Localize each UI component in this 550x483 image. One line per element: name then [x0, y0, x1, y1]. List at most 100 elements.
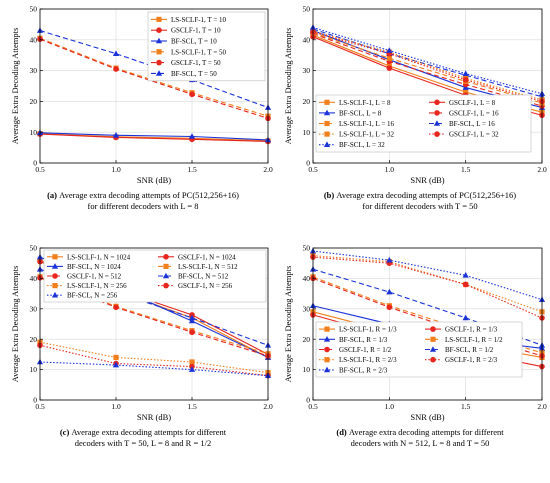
panel-c-data-point	[189, 359, 195, 365]
panel-c-caption-label: (c)	[60, 427, 72, 437]
panel-c-legend-marker	[52, 283, 58, 289]
panel-a-legend-item: GSCLF-1, T = 50	[151, 59, 221, 67]
panel-d-legend-label: LS-SCLF-1, R = 1/2	[445, 336, 503, 344]
panel-b-ytick-label: 40	[303, 35, 311, 44]
panel-b-plot-frame	[312, 8, 543, 164]
panel-c: 0 10 20 30 40 50 0.5 1.0 1.5 2.0 SNR (dB) Average E…	[10, 244, 273, 448]
panel-b-series-line	[312, 31, 543, 102]
panel-d-series-line	[312, 255, 543, 313]
panel-d-caption-line: (d) Average extra decoding attempts for …	[336, 427, 504, 437]
panel-b-legend-label: LS-SCLF-1, L = 32	[339, 131, 395, 139]
panel-b-data-point	[462, 70, 469, 76]
panel-c-xtick-label: 1.5	[187, 402, 197, 411]
panel-a-legend-label: GSCLF-1, T = 50	[171, 59, 221, 67]
panel-b-legend-marker	[324, 99, 330, 105]
panel-d-ylabel: Average Extra Decoding Attempts	[283, 266, 293, 383]
panel-b-legend-marker	[434, 131, 440, 137]
panel-a-ytick-label: 40	[30, 35, 38, 44]
panel-d-ytick-label: 40	[303, 274, 311, 283]
panel-c-legend-marker	[162, 272, 170, 279]
panel-b-ytick-label: 30	[303, 66, 311, 75]
panel-d-data-point	[386, 256, 393, 263]
panel-b-series-line	[312, 30, 543, 101]
panel-b-ytick-label: 10	[303, 128, 311, 137]
panel-b-xtick-label: 1.0	[385, 165, 395, 174]
panel-c-caption-text: Average extra decoding attempts for diff…	[71, 427, 226, 437]
panel-c-legend-item: GSCLF-1, N = 256	[158, 282, 233, 290]
panel-a-ytick-label: 0	[33, 159, 37, 168]
panel-a-caption-line: (a) Average extra decoding attempts of P…	[47, 190, 239, 200]
panel-b-legend-marker	[323, 141, 331, 147]
panel-c-legend-item: BF-SCL, N = 1024	[47, 263, 121, 271]
panel-a-xtick-label: 1.0	[111, 165, 121, 174]
panel-d-legend-item: LS-SCLF-1, R = 2/3	[319, 356, 397, 364]
panel-b: 0 10 20 30 40 50 0.5 1.0 1.5 2.0 SNR (dB) Average E…	[283, 5, 547, 211]
panel-b-legend-marker	[324, 120, 330, 127]
panel-c-legend-label: GSCLF-1, N = 1024	[178, 253, 236, 261]
panel-d-legend-item: BF-SCL, R = 2/3	[319, 366, 388, 374]
panel-d-legend-label: GSCLF-1, R = 1/3	[445, 326, 498, 334]
panel-d-legend-marker	[324, 346, 330, 353]
panel-a-series-line	[39, 38, 269, 119]
panel-d-legend-item: GSCLF-1, R = 1/3	[425, 326, 498, 334]
panel-c-data-point	[189, 329, 195, 336]
panel-d-legend-label: GSCLF-1, R = 2/3	[445, 356, 498, 364]
panel-c-data-point	[188, 317, 196, 324]
panel-d-legend-label: LS-SCLF-1, R = 2/3	[339, 356, 397, 364]
panel-d-data-point	[386, 288, 393, 295]
panel-c-plot-frame	[39, 247, 269, 401]
panel-d-data-point	[462, 272, 469, 278]
panel-d-legend-label: BF-SCL, R = 1/3	[339, 336, 388, 344]
panel-d-xtick-label: 1.5	[461, 402, 471, 411]
panel-d-plot-frame	[312, 247, 543, 401]
panel-b-legend-label: GSCLF-1, L = 32	[449, 131, 499, 139]
panel-b-xtick-label: 0.5	[308, 165, 318, 174]
panel-a: 0 10 20 30 40 50 0.5 1.0 1.5 2.0 SNR (dB) Average E…	[10, 5, 273, 211]
panel-b-legend-label: GSCLF-1, L = 8	[449, 99, 496, 107]
panel-a-xtick-label: 2.0	[263, 165, 273, 174]
panel-c-series-ls-sclf-1-n-256	[37, 339, 271, 376]
panel-d-legend-item: LS-SCLF-1, R = 1/3	[319, 326, 397, 334]
panel-c-legend-label: LS-SCLF-1, N = 256	[67, 282, 127, 290]
panel-d-xtick-label: 1.0	[385, 402, 395, 411]
panel-a-legend-marker	[155, 37, 163, 44]
panel-c-ytick-label: 0	[33, 396, 37, 405]
panel-c-caption: (c) Average extra decoding attempts for …	[60, 427, 227, 448]
panel-d-legend-marker	[324, 357, 330, 363]
panel-a-data-point	[188, 133, 196, 139]
panel-c-legend-marker	[52, 254, 58, 260]
panel-b-legend-item: LS-SCLF-1, L = 32	[319, 131, 395, 139]
panel-a-series-line	[39, 133, 269, 142]
panel-d-legend-marker	[430, 336, 436, 342]
panel-b-caption-line: for different decoders with T = 50	[362, 201, 477, 211]
panel-a-xlabel: SNR (dB)	[137, 175, 171, 185]
panel-a-caption-text: Average extra decoding attempts of PC(51…	[59, 190, 239, 200]
panel-c-data-point	[112, 361, 120, 368]
panel-a-data-point	[112, 131, 120, 138]
panel-a-plot-frame	[39, 8, 269, 164]
panel-d-legend-label: BF-SCL, R = 1/2	[445, 346, 494, 354]
panel-c-xlabel: SNR (dB)	[137, 412, 171, 422]
panel-c-data-point	[188, 314, 196, 321]
panel-b-ytick-label: 20	[303, 97, 311, 106]
panel-a-legend-marker	[156, 16, 162, 22]
panel-c-legend-item: LS-SCLF-1, N = 512	[158, 263, 238, 271]
panel-b-xtick-label: 2.0	[537, 165, 547, 174]
panel-d-legend-box	[315, 321, 523, 378]
panel-c-xtick-label: 1.0	[111, 402, 121, 411]
panel-a-legend-item: BF-SCL, T = 10	[151, 38, 217, 46]
panel-a-legend-marker	[156, 27, 162, 33]
panel-b-legend-label: BF-SCL, L = 32	[339, 141, 385, 149]
panel-c-xtick-label: 0.5	[35, 402, 45, 411]
panel-a-legend-label: BF-SCL, T = 10	[171, 38, 217, 46]
panel-c-legend-item: LS-SCLF-1, N = 256	[47, 282, 127, 290]
panel-c-series-line	[39, 341, 269, 374]
panel-d-legend-label: BF-SCL, R = 2/3	[339, 366, 388, 374]
panel-b-legend-marker	[324, 131, 330, 137]
panel-b-legend-marker	[434, 110, 440, 116]
panel-d-data-point	[462, 314, 469, 321]
panel-b-legend-box	[315, 94, 532, 153]
panel-c-legend-marker	[52, 273, 58, 279]
panel-b-ytick-label: 50	[303, 5, 311, 14]
panel-c-legend-marker	[51, 263, 59, 269]
